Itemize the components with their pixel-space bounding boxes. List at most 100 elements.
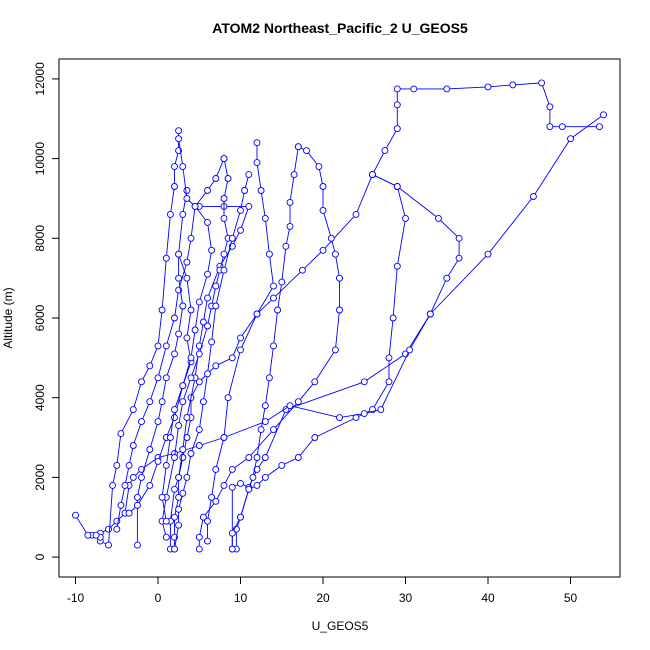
- data-point: [220, 155, 228, 163]
- data-point: [162, 533, 170, 541]
- data-point: [311, 434, 319, 441]
- data-point: [183, 334, 191, 342]
- data-point: [212, 282, 220, 290]
- data-point: [138, 378, 145, 386]
- data-point: [402, 214, 409, 222]
- data-point: [529, 193, 537, 200]
- data-point: [257, 187, 265, 194]
- data-point: [360, 410, 368, 418]
- data-point: [410, 85, 418, 93]
- data-point: [220, 250, 228, 258]
- data-point: [286, 402, 294, 410]
- data-point: [567, 135, 574, 143]
- data-point: [274, 306, 282, 314]
- data-point: [129, 442, 137, 449]
- data-point: [558, 123, 566, 131]
- data-point: [426, 310, 434, 318]
- data-point: [183, 414, 191, 422]
- data-point: [265, 250, 273, 258]
- data-point: [171, 485, 178, 493]
- data-point: [129, 406, 137, 414]
- data-point: [245, 485, 253, 493]
- data-point: [319, 246, 327, 254]
- data-point: [208, 338, 216, 346]
- data-point: [154, 457, 162, 465]
- data-point: [179, 163, 187, 171]
- data-point: [319, 206, 327, 214]
- y-axis: 0 2000 4000 6000 8000 10000 12000: [33, 62, 60, 560]
- data-point: [154, 418, 162, 426]
- data-point: [237, 479, 244, 487]
- data-point: [72, 511, 79, 519]
- data-point: [199, 513, 207, 521]
- data-point: [360, 378, 368, 386]
- data-point: [290, 171, 298, 179]
- data-point: [204, 218, 211, 226]
- data-point: [109, 481, 117, 489]
- data-point: [406, 346, 414, 354]
- data-point: [435, 214, 442, 222]
- data-point: [253, 481, 261, 489]
- data-point: [237, 334, 244, 342]
- data-point: [183, 195, 191, 202]
- data-point: [133, 501, 141, 509]
- data-point: [261, 214, 269, 222]
- data-point: [352, 210, 360, 218]
- data-point: [261, 473, 269, 481]
- x-tick-label: 10: [234, 591, 248, 605]
- data-point: [175, 330, 183, 338]
- y-tick-label: 8000: [33, 225, 47, 252]
- data-point: [166, 434, 174, 441]
- data-point: [179, 210, 187, 218]
- y-tick-label: 4000: [33, 384, 47, 411]
- data-point: [175, 505, 183, 513]
- data-point: [393, 262, 401, 270]
- data-point: [303, 147, 310, 155]
- data-point: [595, 123, 603, 131]
- data-point: [220, 481, 228, 489]
- y-tick-label: 2000: [33, 464, 47, 491]
- data-point: [92, 531, 100, 539]
- data-point: [199, 318, 207, 326]
- data-point: [171, 454, 178, 461]
- data-point: [286, 198, 294, 206]
- data-point: [84, 531, 92, 539]
- x-tick-label: 0: [155, 591, 162, 605]
- x-tick-label: 30: [399, 591, 413, 605]
- data-point: [443, 274, 451, 282]
- data-point: [158, 306, 166, 314]
- data-point: [195, 426, 203, 434]
- data-point: [204, 517, 211, 525]
- data-point: [228, 354, 236, 362]
- data-point: [509, 81, 517, 89]
- data-point: [208, 246, 216, 254]
- data-point: [175, 127, 183, 135]
- data-point: [546, 103, 554, 111]
- data-point: [298, 266, 306, 274]
- data-point: [319, 183, 327, 190]
- data-point: [336, 414, 343, 422]
- data-point: [294, 398, 302, 406]
- data-point: [270, 282, 277, 290]
- data-point: [389, 314, 397, 322]
- series-line: [128, 254, 192, 514]
- x-tick-label: 20: [316, 591, 330, 605]
- data-point: [270, 426, 277, 434]
- data-point: [327, 234, 335, 242]
- data-point: [212, 497, 220, 505]
- data-point: [187, 354, 195, 362]
- data-point: [228, 465, 236, 473]
- data-point: [171, 350, 178, 358]
- data-point: [212, 465, 220, 473]
- data-point: [484, 250, 492, 258]
- data-point: [171, 163, 178, 171]
- data-point: [183, 187, 191, 194]
- x-tick-label: 50: [564, 591, 578, 605]
- data-point: [138, 418, 145, 426]
- data-point: [336, 306, 343, 314]
- data-point: [228, 483, 236, 491]
- y-tick-label: 10000: [33, 142, 47, 176]
- data-point: [175, 135, 183, 143]
- data-point: [105, 525, 112, 533]
- data-point: [146, 481, 154, 489]
